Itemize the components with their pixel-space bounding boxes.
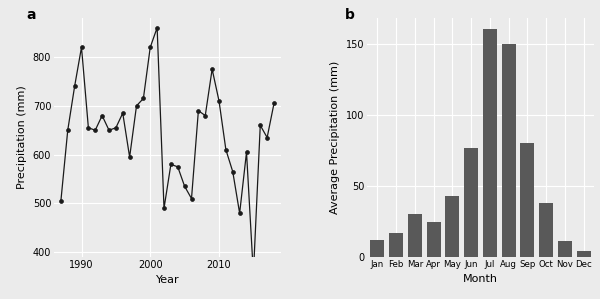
Bar — [464, 147, 478, 257]
Bar — [427, 222, 441, 257]
Bar — [520, 143, 535, 257]
Bar — [577, 251, 591, 257]
X-axis label: Month: Month — [463, 274, 498, 284]
X-axis label: Year: Year — [155, 275, 179, 286]
Bar — [408, 214, 422, 257]
Bar — [539, 203, 553, 257]
Bar — [502, 44, 516, 257]
Bar — [389, 233, 403, 257]
Bar — [483, 29, 497, 257]
Bar — [445, 196, 460, 257]
Bar — [370, 240, 385, 257]
Y-axis label: Precipitation (mm): Precipitation (mm) — [17, 86, 27, 189]
Text: a: a — [27, 8, 36, 22]
Y-axis label: Average Precipitation (mm): Average Precipitation (mm) — [330, 61, 340, 214]
Text: b: b — [344, 8, 354, 22]
Bar — [558, 242, 572, 257]
